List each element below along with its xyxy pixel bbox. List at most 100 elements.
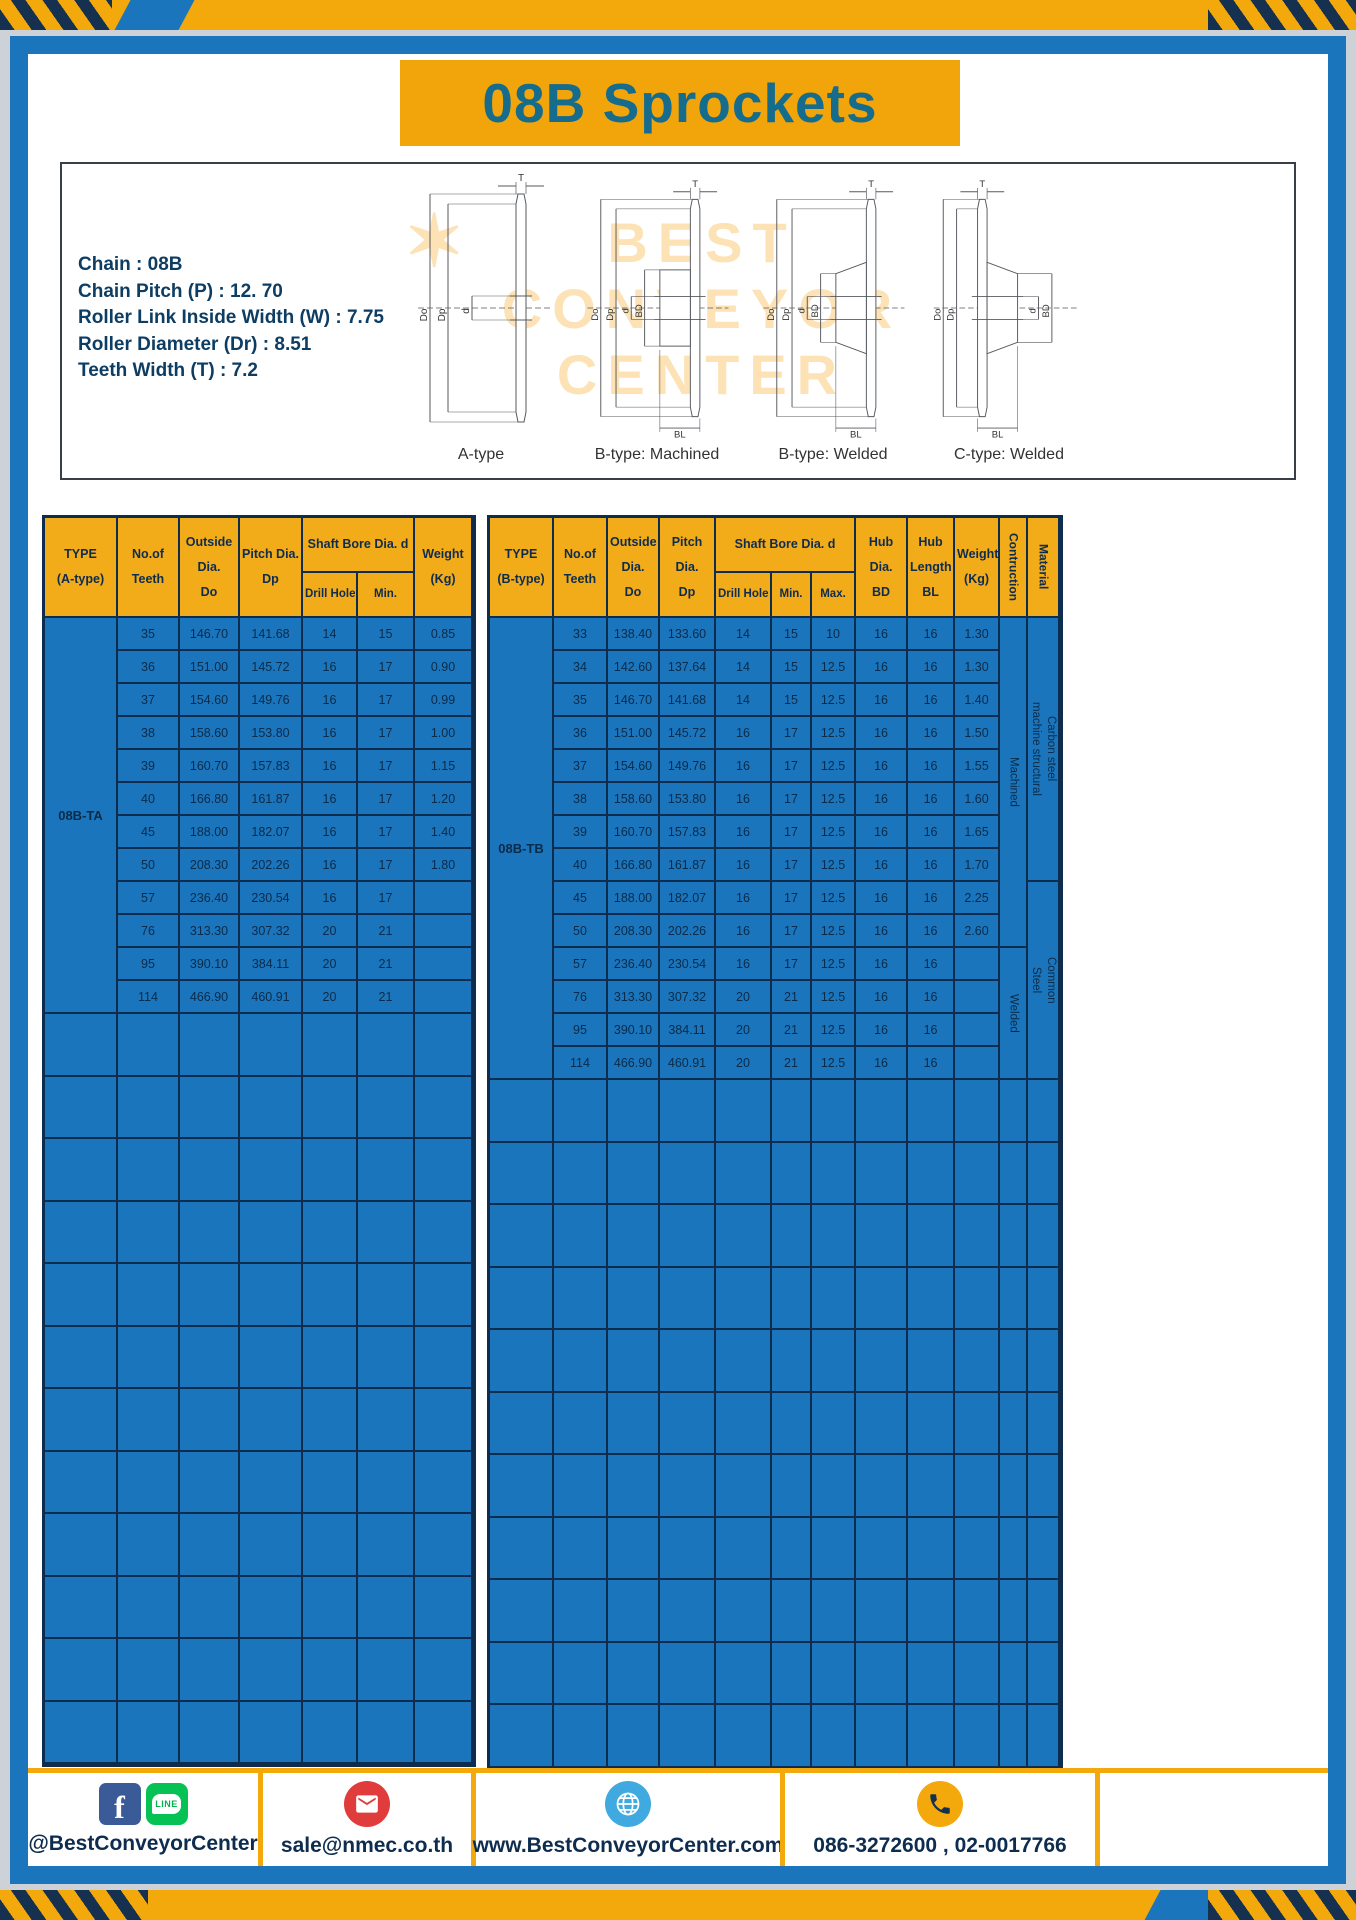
data-cell: 390.10 <box>180 948 240 981</box>
col-header-type: TYPE (A-type) <box>45 518 118 618</box>
data-cell: 208.30 <box>180 849 240 882</box>
empty-cell <box>303 1014 358 1077</box>
empty-row <box>490 1642 1061 1705</box>
empty-cell <box>490 1705 554 1768</box>
data-cell <box>415 882 473 915</box>
empty-cell <box>118 1076 180 1139</box>
empty-cell <box>1000 1455 1029 1518</box>
empty-cell <box>812 1517 857 1580</box>
empty-cell <box>856 1080 909 1143</box>
empty-cell <box>660 1392 716 1455</box>
data-cell: 137.64 <box>660 651 716 684</box>
data-cell: 230.54 <box>240 882 303 915</box>
data-cell: 16 <box>856 750 909 783</box>
data-cell: 16 <box>908 1047 956 1080</box>
data-cell: 114 <box>554 1047 608 1080</box>
table-b-type: TYPE (B-type) No.of Teeth Outside Dia. D… <box>487 515 1064 1771</box>
empty-cell <box>303 1701 358 1764</box>
empty-cell <box>856 1267 909 1330</box>
col-header-hub-dia: Hub Dia. BD <box>856 518 909 618</box>
empty-cell <box>812 1392 857 1455</box>
empty-cell <box>772 1455 812 1518</box>
data-cell: 17 <box>358 651 415 684</box>
footer-email-section: sale@nmec.co.th <box>263 1773 471 1866</box>
empty-cell <box>118 1639 180 1702</box>
watermark-star-icon: ✶ <box>404 202 465 282</box>
data-cell: 45 <box>118 816 180 849</box>
header-row: TYPE (B-type) No.of Teeth Outside Dia. D… <box>490 518 1061 618</box>
data-cell: 76 <box>554 981 608 1014</box>
data-cell: 166.80 <box>180 783 240 816</box>
data-cell: 21 <box>358 981 415 1014</box>
empty-cell <box>303 1389 358 1452</box>
data-cell: 230.54 <box>660 948 716 981</box>
data-cell: 188.00 <box>180 816 240 849</box>
data-cell: 14 <box>716 684 772 717</box>
empty-cell <box>240 1076 303 1139</box>
data-cell: 12.5 <box>812 750 857 783</box>
empty-cell <box>303 1326 358 1389</box>
data-cell: 141.68 <box>660 684 716 717</box>
data-cell: 95 <box>554 1014 608 1047</box>
empty-cell <box>608 1142 660 1205</box>
title-banner: 08B Sprockets <box>400 60 960 146</box>
data-cell: 466.90 <box>180 981 240 1014</box>
empty-cell <box>45 1389 118 1452</box>
chain-specs: Chain : 08B Chain Pitch (P) : 12. 70 Rol… <box>78 252 384 385</box>
empty-cell <box>180 1326 240 1389</box>
empty-cell <box>45 1514 118 1577</box>
footer-phone-numbers: 086-3272600 , 02-0017766 <box>813 1834 1067 1857</box>
data-cell: 142.60 <box>608 651 660 684</box>
data-cell: 38 <box>118 717 180 750</box>
dim-label: d <box>461 308 472 314</box>
empty-cell <box>358 1639 415 1702</box>
data-cell: 57 <box>554 948 608 981</box>
data-row: 36 151.00 145.72 16 17 0.90 <box>45 651 473 684</box>
data-row: 45 188.00 182.07 16 17 1.40 <box>45 816 473 849</box>
empty-cell <box>908 1142 956 1205</box>
empty-cell <box>772 1705 812 1768</box>
subheader-row: Drill Hole Min. Max. <box>490 573 1060 618</box>
empty-cell <box>908 1392 956 1455</box>
empty-cell <box>908 1642 956 1705</box>
empty-cell <box>415 1201 473 1264</box>
footer-divider <box>1095 1773 1100 1866</box>
data-cell: 16 <box>908 849 956 882</box>
empty-row <box>490 1142 1061 1205</box>
data-cell: 141.68 <box>240 618 303 651</box>
empty-cell <box>1028 1642 1061 1705</box>
empty-cell <box>660 1205 716 1268</box>
empty-cell <box>118 1701 180 1764</box>
subheader-row: Drill Hole Min. <box>45 573 473 618</box>
data-row: 40 166.80 161.87 16 17 1.20 <box>45 783 473 816</box>
empty-cell <box>608 1330 660 1393</box>
empty-cell <box>118 1389 180 1452</box>
empty-cell <box>660 1330 716 1393</box>
data-cell: 16 <box>856 816 909 849</box>
mail-icon <box>344 1781 390 1827</box>
empty-cell <box>1000 1080 1029 1143</box>
data-cell: 16 <box>908 618 956 651</box>
empty-cell <box>1000 1392 1029 1455</box>
empty-cell <box>1000 1580 1029 1643</box>
empty-cell <box>660 1705 716 1768</box>
empty-cell <box>118 1264 180 1327</box>
empty-cell <box>772 1392 812 1455</box>
dim-label: T <box>979 179 985 190</box>
empty-cell <box>45 1639 118 1702</box>
empty-cell <box>908 1455 956 1518</box>
data-cell <box>415 981 473 1014</box>
data-cell: 390.10 <box>608 1014 660 1047</box>
data-cell: 16 <box>856 1014 909 1047</box>
data-cell: 14 <box>303 618 358 651</box>
col-header-pitch-dia: Pitch Dia. Dp <box>660 518 716 618</box>
empty-cell <box>608 1392 660 1455</box>
empty-cell <box>358 1076 415 1139</box>
data-cell: 138.40 <box>608 618 660 651</box>
data-cell: 21 <box>772 1047 812 1080</box>
empty-cell <box>180 1389 240 1452</box>
empty-cell <box>955 1267 1001 1330</box>
data-cell: 16 <box>716 948 772 981</box>
blue-accent <box>110 0 198 30</box>
